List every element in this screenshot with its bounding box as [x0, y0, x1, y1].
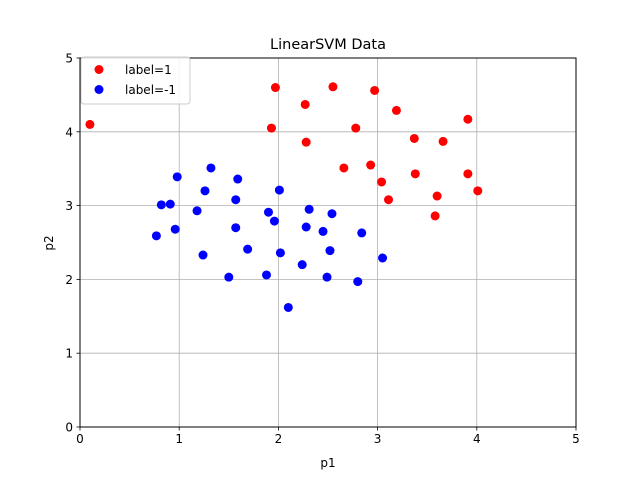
- point-label-1: [391, 105, 401, 115]
- point-label-neg1: [172, 172, 182, 182]
- legend-box: [80, 56, 191, 105]
- grid: [79, 57, 577, 428]
- point-label-neg1: [224, 272, 234, 282]
- x-tick-label: 3: [374, 432, 382, 446]
- point-label-1: [473, 186, 483, 196]
- y-tick-label: 1: [65, 347, 73, 361]
- point-label-1: [85, 119, 95, 129]
- x-tick-label: 5: [572, 432, 580, 446]
- point-label-neg1: [151, 231, 161, 241]
- y-tick-label: 2: [65, 273, 73, 287]
- data-points: [85, 82, 483, 312]
- y-tick-label: 4: [65, 125, 73, 139]
- point-label-neg1: [283, 302, 293, 312]
- point-label-neg1: [301, 222, 311, 232]
- point-label-neg1: [325, 246, 335, 256]
- y-tick-label: 3: [65, 199, 73, 213]
- chart-title: LinearSVM Data: [270, 37, 386, 53]
- legend: label=1 label=-1: [80, 56, 191, 105]
- x-tick-label: 0: [76, 432, 84, 446]
- point-label-1: [270, 83, 280, 93]
- point-label-neg1: [269, 216, 279, 226]
- point-label-1: [339, 163, 349, 173]
- point-label-1: [351, 123, 361, 133]
- x-axis-label: p1: [320, 456, 335, 470]
- point-label-neg1: [353, 277, 363, 287]
- point-label-1: [366, 160, 376, 170]
- x-tick-label: 1: [175, 432, 183, 446]
- point-label-neg1: [243, 244, 253, 254]
- point-label-neg1: [261, 270, 271, 280]
- point-label-1: [430, 211, 440, 221]
- y-tick-label: 0: [65, 421, 73, 435]
- point-label-neg1: [231, 195, 241, 205]
- point-label-1: [438, 136, 448, 146]
- point-label-neg1: [192, 206, 202, 216]
- point-label-1: [384, 195, 394, 205]
- point-label-neg1: [198, 250, 208, 260]
- x-tick-label: 4: [473, 432, 481, 446]
- point-label-1: [463, 169, 473, 179]
- legend-label-neg1: label=-1: [125, 83, 176, 97]
- plot-frame: [79, 57, 577, 428]
- point-label-neg1: [200, 186, 210, 196]
- point-label-1: [432, 191, 442, 201]
- point-label-1: [328, 82, 338, 92]
- point-label-neg1: [327, 209, 337, 219]
- point-label-neg1: [206, 163, 216, 173]
- point-label-1: [370, 85, 380, 95]
- x-tick-label: 2: [275, 432, 283, 446]
- point-label-1: [377, 177, 387, 187]
- point-label-neg1: [304, 204, 314, 214]
- legend-marker-label-neg1: [94, 85, 104, 94]
- point-label-neg1: [233, 174, 243, 184]
- point-label-neg1: [231, 223, 241, 233]
- point-label-neg1: [318, 226, 328, 236]
- axis-ticks: 0 1 2 3 4 5 0 1 2 3 4 5: [65, 52, 579, 447]
- point-label-1: [266, 123, 276, 133]
- point-label-1: [300, 99, 310, 109]
- point-label-neg1: [297, 260, 307, 270]
- point-label-neg1: [170, 224, 180, 234]
- point-label-1: [463, 114, 473, 124]
- legend-label-1: label=1: [125, 63, 172, 77]
- point-label-neg1: [165, 199, 175, 209]
- point-label-neg1: [378, 253, 388, 263]
- y-tick-label: 5: [65, 52, 73, 66]
- point-label-1: [409, 133, 419, 143]
- point-label-1: [410, 169, 420, 179]
- point-label-1: [301, 137, 311, 147]
- legend-marker-label-1: [94, 65, 104, 74]
- point-label-neg1: [274, 185, 284, 195]
- point-label-neg1: [357, 228, 367, 238]
- y-axis-label: p2: [42, 235, 56, 250]
- point-label-neg1: [263, 207, 273, 217]
- point-label-neg1: [156, 200, 166, 210]
- point-label-neg1: [275, 248, 285, 258]
- point-label-neg1: [322, 272, 332, 282]
